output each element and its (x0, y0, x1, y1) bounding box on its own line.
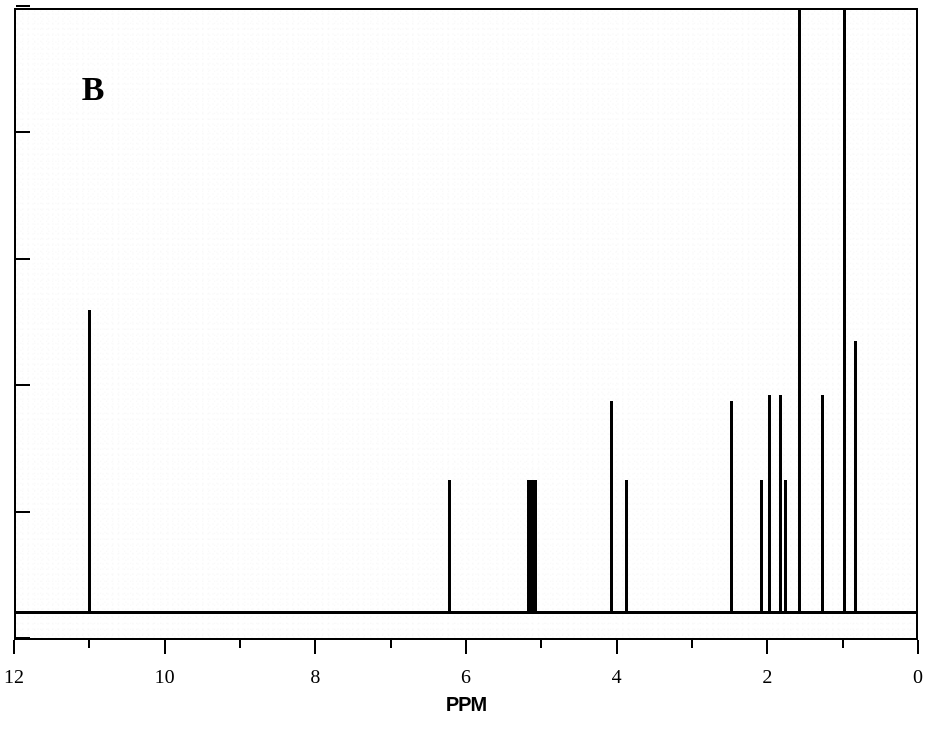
peak (610, 401, 613, 613)
x-tick-major (164, 640, 166, 654)
peak (768, 395, 771, 613)
x-tick-major (13, 640, 15, 654)
peak (448, 480, 451, 613)
x-tick-label: 0 (913, 666, 923, 689)
x-tick-major (314, 640, 316, 654)
peak (843, 8, 846, 613)
x-tick-label: 6 (461, 666, 471, 689)
y-tick (16, 384, 30, 386)
peak (88, 310, 91, 612)
x-tick-label: 2 (762, 666, 772, 689)
x-tick-label: 4 (612, 666, 622, 689)
x-tick-minor (239, 640, 241, 648)
y-tick (16, 637, 30, 639)
peak (784, 480, 787, 613)
plot-area (14, 8, 918, 640)
y-tick (16, 511, 30, 513)
x-tick-label: 8 (310, 666, 320, 689)
nmr-chart: B PPM 12 10 8 6 4 2 0 (0, 0, 932, 734)
x-tick-label: 10 (155, 666, 175, 689)
peak (798, 8, 801, 613)
x-tick-minor (540, 640, 542, 648)
peak (821, 395, 824, 613)
peak (730, 401, 733, 613)
y-tick (16, 5, 30, 7)
x-tick-minor (390, 640, 392, 648)
x-tick-minor (842, 640, 844, 648)
x-axis-title: PPM (446, 694, 486, 717)
peak (760, 480, 763, 613)
x-tick-major (616, 640, 618, 654)
x-tick-minor (691, 640, 693, 648)
peak (527, 480, 537, 613)
y-tick (16, 131, 30, 133)
peak (625, 480, 628, 613)
x-tick-minor (88, 640, 90, 648)
x-tick-major (766, 640, 768, 654)
panel-label: B (82, 71, 105, 109)
x-tick-major (917, 640, 919, 654)
y-tick (16, 258, 30, 260)
peak (779, 395, 782, 613)
x-tick-major (465, 640, 467, 654)
peak (854, 341, 857, 613)
x-tick-label: 12 (4, 666, 24, 689)
